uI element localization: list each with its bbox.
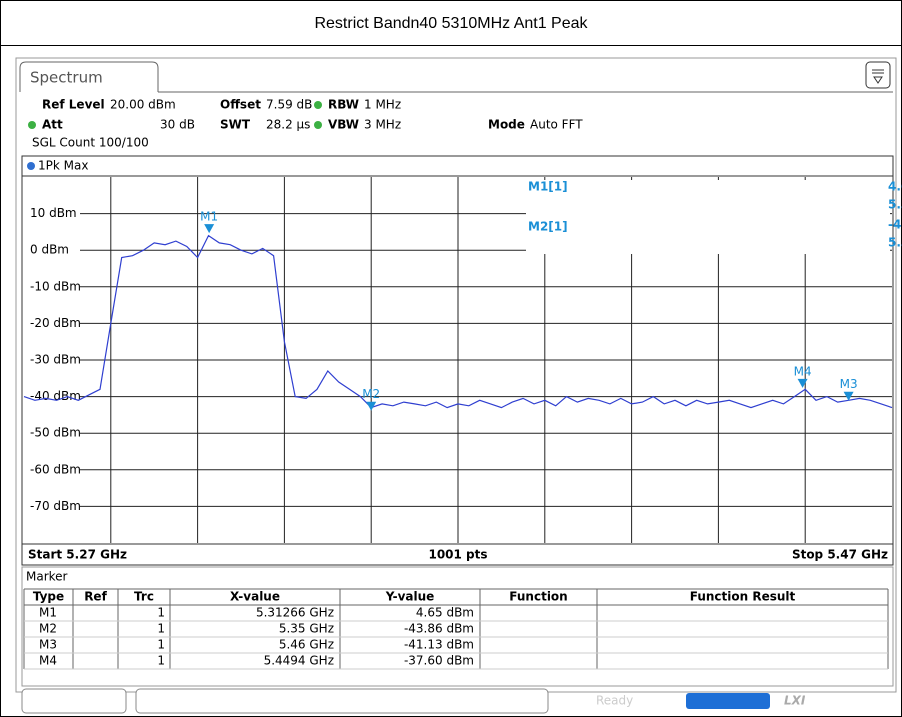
page-title: Restrict Bandn40 5310MHz Ant1 Peak [314,15,588,32]
cell-trc: 1 [157,638,165,652]
column-header: Function [509,590,567,604]
cell-trc: 1 [157,622,165,636]
marker-label: M2 [362,387,380,401]
cell-x: 5.31266 GHz [256,606,334,620]
cell-trc: 1 [157,654,165,668]
setting-label: VBW [328,118,359,132]
marker [204,224,215,234]
tab[interactable] [19,61,159,92]
cell-x: 5.46 GHz [279,638,334,652]
cell-type: M1 [39,606,57,620]
setting-value: 1 MHz [364,98,401,112]
status-text: Ready [596,694,633,708]
cell-type: M2 [39,622,57,636]
plot: 10 dBm 0 dBm -10 dBm -20 dBm -30 dBm -40 dBm -… [23,177,902,543]
setting-label: Offset [220,98,261,112]
y-tick-label: 0 dBm [30,243,69,257]
points-label: 1001 pts [428,548,487,562]
column-header: X-value [230,590,280,604]
readout-freq: 5.312660 GHz [888,198,902,212]
setting-value: 28.2 µs [266,118,310,132]
tab-label[interactable]: Spectrum [30,69,103,87]
start-label: Start 5.27 GHz [28,548,127,562]
marker-label: M3 [840,377,858,391]
y-tick-label: -20 dBm [30,316,81,330]
setting-label: SWT [220,118,251,132]
setting-label: Att [42,118,63,132]
cell-y: -37.60 dBm [404,654,474,668]
column-header: Function Result [690,590,796,604]
cell-x: 5.4494 GHz [264,654,334,668]
cell-y: -41.13 dBm [404,638,474,652]
status-dot [314,121,322,129]
setting-label: Ref Level [42,98,105,112]
column-header: Y-value [385,590,435,604]
setting-value: 7.59 dB [266,98,312,112]
marker-label: M4 [794,364,812,378]
trace-dot [27,162,35,170]
sgl-count: SGL Count 100/100 [32,136,149,150]
setting-value: 3 MHz [364,118,401,132]
marker [797,378,808,388]
y-tick-label: -10 dBm [30,279,81,293]
status-dot [28,121,36,129]
marker [366,401,377,411]
menu-icon[interactable] [865,61,891,89]
cell-trc: 1 [157,606,165,620]
readout-freq: 5.350000 GHz [888,236,902,250]
setting-value: 20.00 dBm [110,98,176,112]
y-tick-label: -60 dBm [30,462,81,476]
column-header: Type [33,590,64,604]
cell-x: 5.35 GHz [279,622,334,636]
readout-level: -43.86 dBm [888,218,902,232]
status-box [135,688,549,714]
y-tick-label: -70 dBm [30,499,81,513]
stop-label: Stop 5.47 GHz [792,548,888,562]
cell-type: M3 [39,638,57,652]
cell-type: M4 [39,654,57,668]
y-tick-label: -50 dBm [30,426,81,440]
table: Type Ref Trc X-value Y-value Function Function… [23,588,889,670]
trace [23,234,893,409]
column-header: Ref [84,590,107,604]
readout-name: M2[1] [528,220,568,234]
setting-value: Auto FFT [530,118,583,132]
marker [843,391,854,401]
readout-level: 4.65 dBm [888,180,902,194]
setting-label: RBW [328,98,359,112]
menu-glyph [872,69,884,84]
cell-y: -43.86 dBm [404,622,474,636]
marker-table-title: Marker [26,570,68,584]
status-box [21,688,127,714]
trace-label: 1Pk Max [38,159,88,173]
column-header: Trc [134,590,154,604]
progress-bar [686,693,770,709]
status-dot [314,101,322,109]
lxi-logo: LXI [784,694,806,708]
marker-table [21,566,894,687]
setting-value: 30 dB [160,118,195,132]
setting-label: Mode [488,118,525,132]
cell-y: 4.65 dBm [416,606,474,620]
y-tick-label: -40 dBm [30,389,81,403]
y-tick-label: -30 dBm [30,353,81,367]
y-tick-label: 10 dBm [30,206,77,220]
readout-name: M1[1] [528,180,568,194]
marker-label: M1 [200,210,218,224]
readout-area [526,180,890,254]
